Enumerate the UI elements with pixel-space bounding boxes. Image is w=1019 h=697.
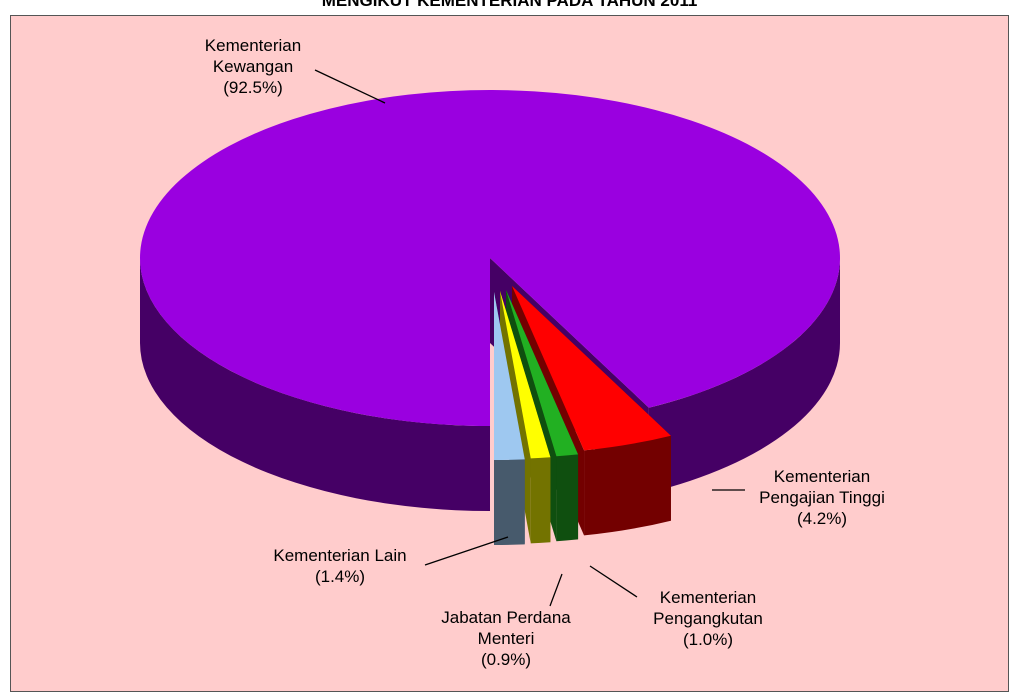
slice-side [494,459,525,545]
slice-side [530,457,551,544]
slice [506,290,579,457]
leader-line [314,69,386,104]
value-label: (1.0%) [682,630,734,649]
data-label: Kementerian Kewangan (92.5%) [178,35,328,98]
value-label: (4.2%) [796,509,848,528]
category-label: Kementerian Lain [273,546,407,565]
slice-side [140,258,490,511]
leader-line [549,573,563,607]
slice [500,291,551,459]
value-label: (92.5%) [223,78,283,97]
leader-line [424,536,509,566]
category-label: Kementerian Kewangan [204,36,302,76]
slice [494,292,525,460]
category-label: Jabatan Perdana Menteri [441,608,571,648]
slice [139,90,840,427]
slice [512,286,671,451]
data-label: Kementerian Pengajian Tinggi (4.2%) [735,466,910,529]
leader-line [589,565,638,598]
category-label: Kementerian Pengangkutan [653,588,763,628]
data-label: Kementerian Pengangkutan (1.0%) [621,587,796,650]
slice-side [648,258,840,493]
value-label: (0.9%) [480,650,532,669]
category-label: Kementerian Pengajian Tinggi [759,467,885,507]
slice-side [584,435,671,536]
data-label: Jabatan Perdana Menteri (0.9%) [426,607,586,670]
data-label: Kementerian Lain (1.4%) [240,545,440,587]
chart-title: MENGIKUT KEMENTERIAN PADA TAHUN 2011 [321,0,698,10]
value-label: (1.4%) [314,567,366,586]
slice-side [556,454,579,542]
